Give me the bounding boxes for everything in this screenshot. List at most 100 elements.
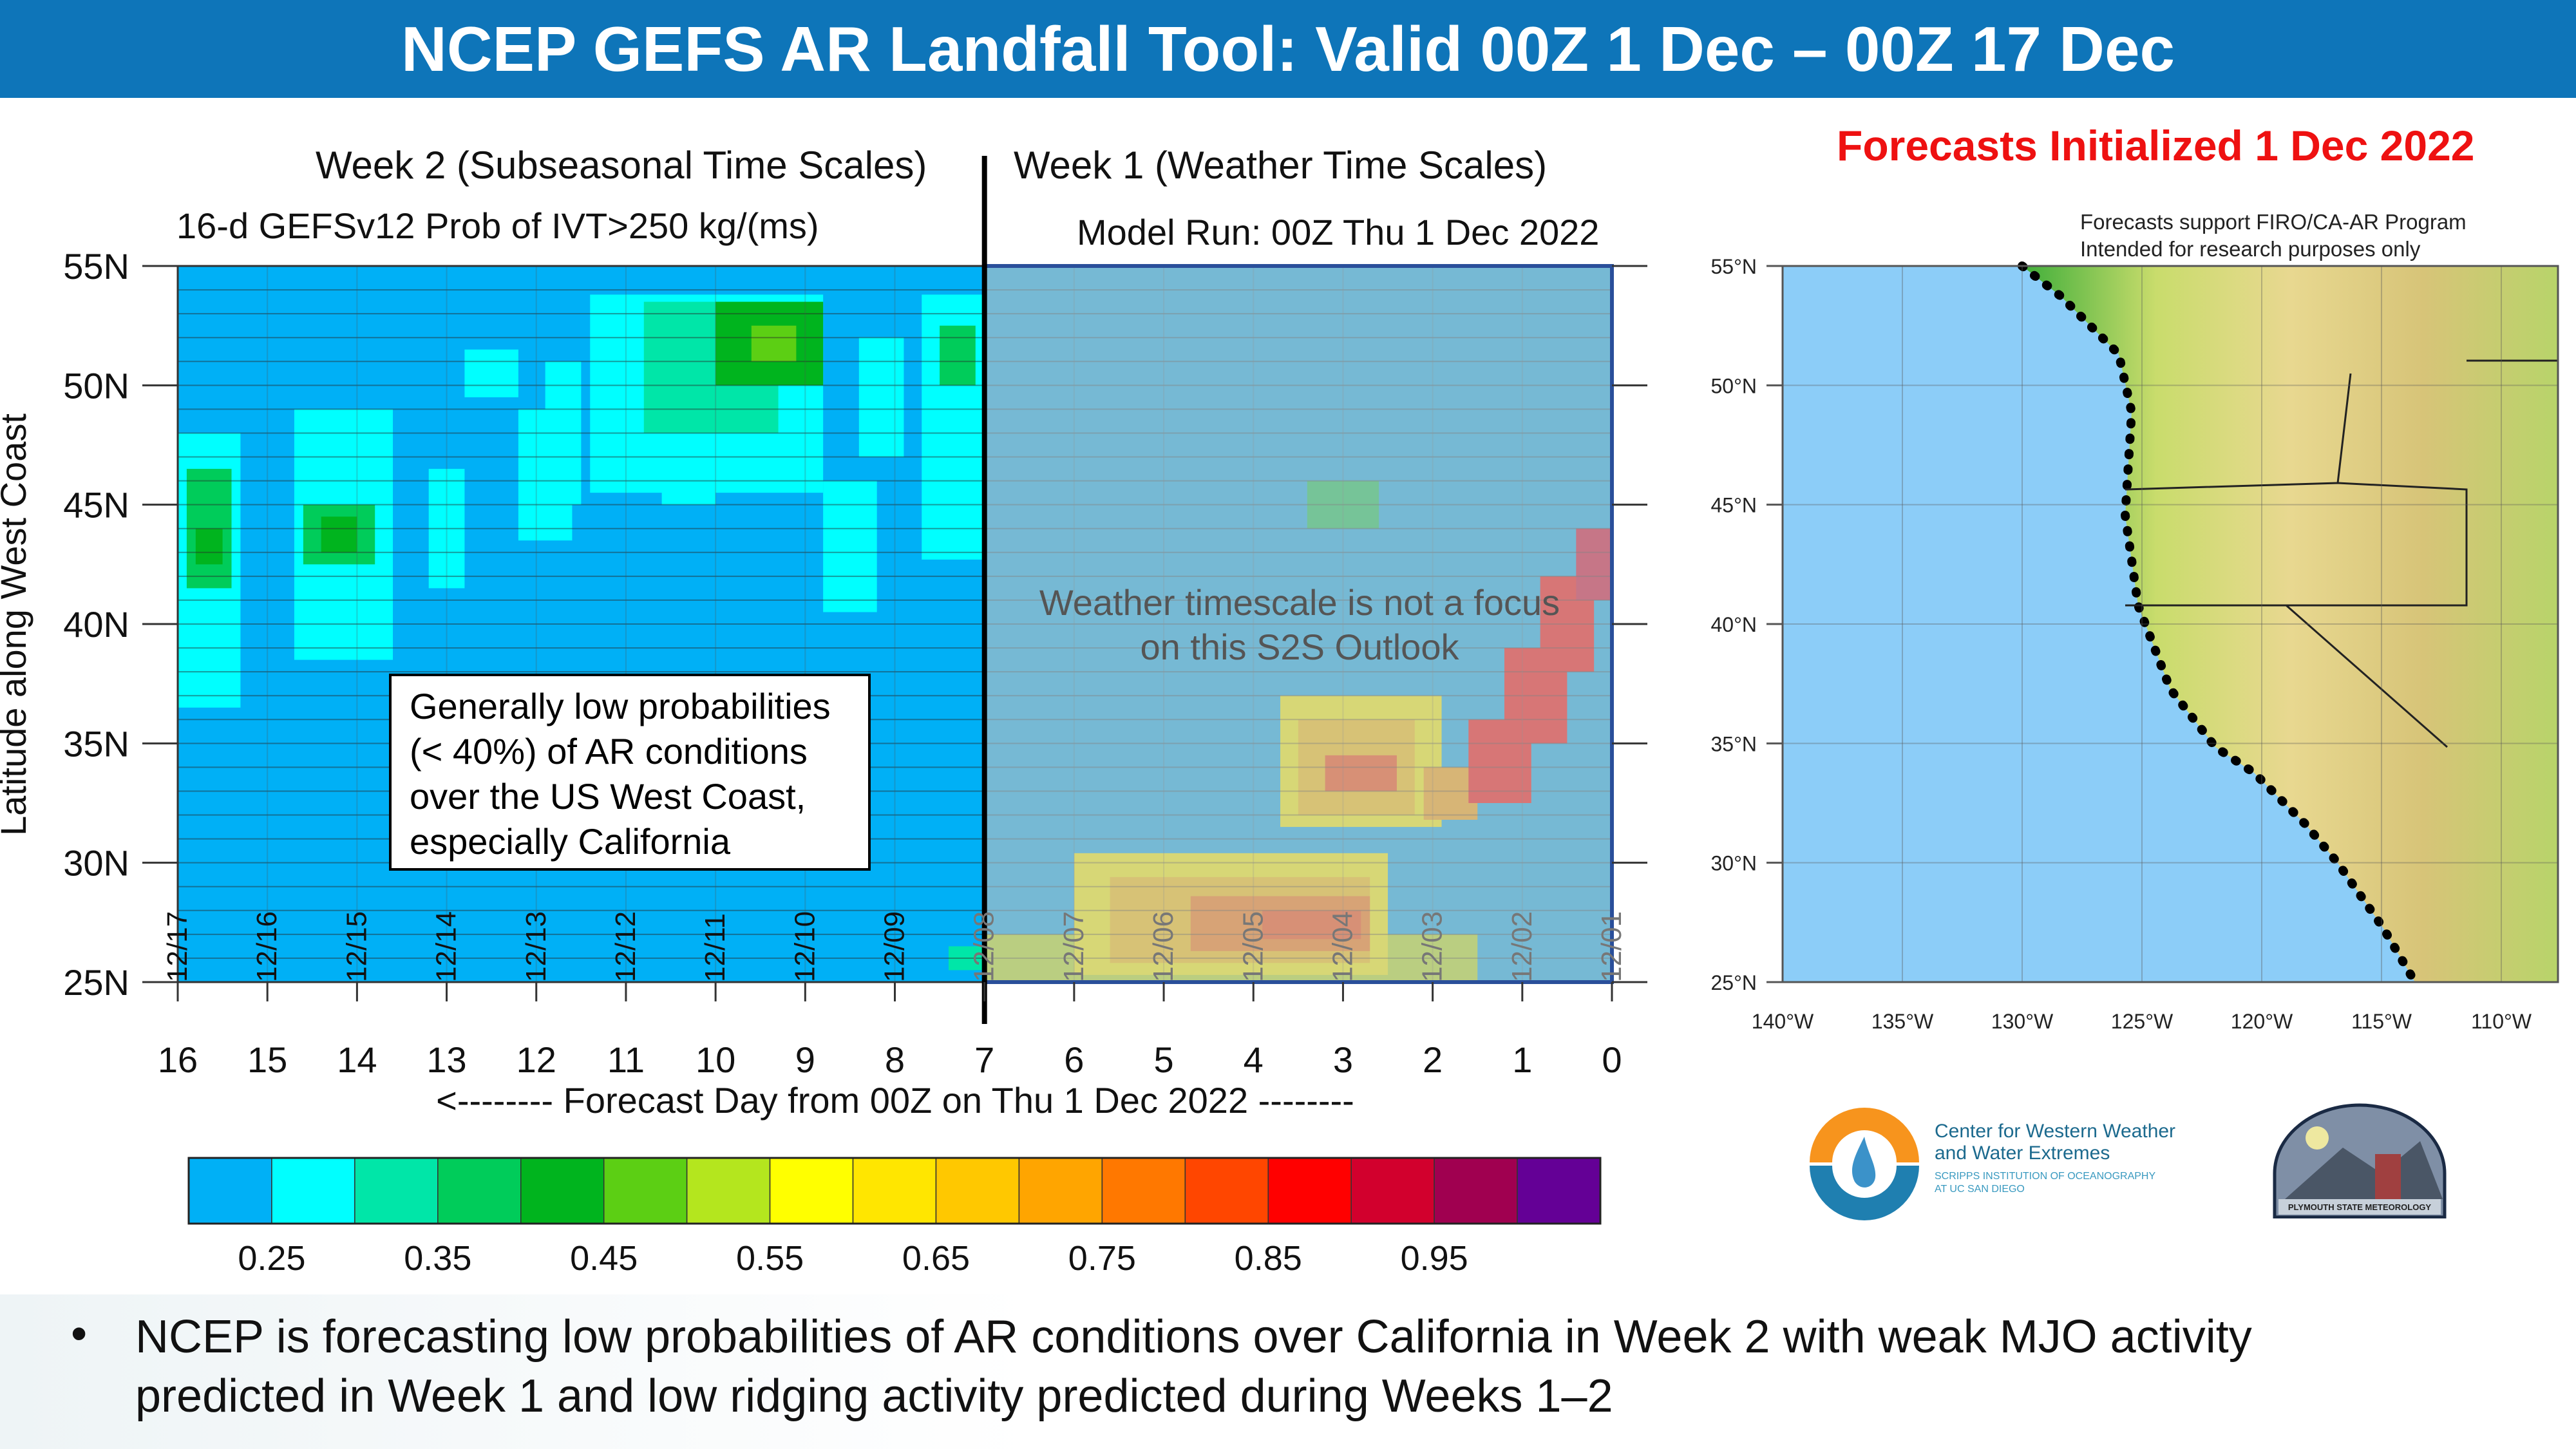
x-tick-label: 2 xyxy=(1423,1039,1443,1080)
cw3e-name-4: AT UC SAN DIEGO xyxy=(1935,1184,2025,1195)
colorbar-swatch xyxy=(1517,1157,1601,1224)
colorbar-label: 0.85 xyxy=(1235,1239,1302,1278)
date-label: 12/04 xyxy=(1327,911,1358,982)
week1-overlay xyxy=(984,266,1612,982)
heatmap-cell xyxy=(661,433,716,505)
colorbar-swatch xyxy=(188,1157,272,1224)
y-axis-label: Latitude along West Coast xyxy=(0,413,33,836)
date-label: 12/07 xyxy=(1058,911,1090,982)
colorbar-swatch xyxy=(686,1157,771,1224)
colorbar-label: 0.65 xyxy=(902,1239,970,1278)
x-axis-label: <-------- Forecast Day from 00Z on Thu 1… xyxy=(436,1080,1354,1121)
heatmap-cell xyxy=(940,325,976,386)
summary-text: NCEP is forecasting low probabilities of… xyxy=(135,1311,2252,1422)
date-label: 12/11 xyxy=(699,913,731,982)
colorbar-label: 0.35 xyxy=(404,1239,471,1278)
psu-logo: PLYMOUTH STATE METEOROLOGY xyxy=(2273,1103,2447,1218)
date-label: 12/01 xyxy=(1596,911,1627,982)
map-lat-label: 50°N xyxy=(1711,374,1757,397)
cw3e-name-3: SCRIPPS INSTITUTION OF OCEANOGRAPHY xyxy=(1935,1171,2156,1182)
date-label: 12/08 xyxy=(969,911,1000,982)
colorbar-swatch xyxy=(520,1157,605,1224)
colorbar-swatch xyxy=(852,1157,937,1224)
x-tick-label: 10 xyxy=(696,1039,735,1080)
x-tick-label: 4 xyxy=(1244,1039,1264,1080)
map-lat-label: 45°N xyxy=(1711,494,1757,517)
map-lat-label: 25°N xyxy=(1711,971,1757,994)
heatmap-cell xyxy=(428,469,465,589)
heatmap-cell xyxy=(321,516,357,553)
map-lat-label: 55°N xyxy=(1711,255,1757,278)
heatmap-cell xyxy=(545,361,582,505)
map-header-1: Forecasts support FIRO/CA-AR Program xyxy=(2080,210,2467,234)
x-tick-label: 13 xyxy=(426,1039,466,1080)
heatmap-cell xyxy=(949,946,985,971)
colorbar-swatch xyxy=(1101,1157,1186,1224)
heatmap-cell xyxy=(464,349,518,397)
date-label: 12/13 xyxy=(520,911,552,982)
y-tick-label: 25N xyxy=(63,962,129,1003)
map-lon-label: 135°W xyxy=(1871,1010,1934,1033)
colorbar-swatch xyxy=(271,1157,355,1224)
psu-name: PLYMOUTH STATE METEOROLOGY xyxy=(2288,1202,2432,1212)
cw3e-name-1: Center for Western Weather xyxy=(1935,1121,2176,1142)
map-lat-label: 35°N xyxy=(1711,732,1757,755)
week1-note-1: Weather timescale is not a focus xyxy=(1039,582,1560,623)
colorbar-swatch xyxy=(1350,1157,1435,1224)
week1-note-2: on this S2S Outlook xyxy=(1141,627,1460,667)
map-header-2: Intended for research purposes only xyxy=(2080,237,2421,261)
date-label: 12/03 xyxy=(1417,911,1448,982)
cw3e-logo xyxy=(1810,1108,1919,1220)
colorbar-swatch xyxy=(1267,1157,1352,1224)
colorbar-swatch xyxy=(935,1157,1020,1224)
y-tick-label: 50N xyxy=(63,365,129,406)
colorbar-label: 0.95 xyxy=(1401,1239,1468,1278)
colorbar-label: 0.25 xyxy=(238,1239,305,1278)
x-tick-label: 6 xyxy=(1064,1039,1084,1080)
colorbar-swatch xyxy=(354,1157,439,1224)
colorbar-frame xyxy=(187,1157,1602,1225)
page-title: NCEP GEFS AR Landfall Tool: Valid 00Z 1 … xyxy=(0,0,2576,98)
week1-title: Week 1 (Weather Time Scales) xyxy=(1014,144,1548,187)
date-label: 12/05 xyxy=(1237,911,1269,982)
y-tick-label: 45N xyxy=(63,485,129,526)
week2-title: Week 2 (Subseasonal Time Scales) xyxy=(316,144,927,187)
colorbar-swatch xyxy=(1434,1157,1518,1224)
heatmap-cell xyxy=(823,480,877,612)
colorbar-label: 0.45 xyxy=(570,1239,638,1278)
date-label: 12/12 xyxy=(610,911,641,982)
map-lon-label: 130°W xyxy=(1991,1010,2054,1033)
heatmap-cell xyxy=(751,325,797,362)
heatmap-cell xyxy=(186,469,232,589)
colorbar-label: 0.55 xyxy=(736,1239,804,1278)
map-lon-label: 110°W xyxy=(2471,1010,2532,1033)
colorbar-label: 0.75 xyxy=(1068,1239,1136,1278)
colorbar-swatch xyxy=(437,1157,522,1224)
map-lat-label: 30°N xyxy=(1711,852,1757,875)
x-tick-label: 9 xyxy=(795,1039,815,1080)
date-label: 12/06 xyxy=(1148,911,1179,982)
init-label: Forecasts Initialized 1 Dec 2022 xyxy=(1837,122,2475,169)
x-tick-label: 5 xyxy=(1153,1039,1173,1080)
x-tick-label: 7 xyxy=(974,1039,994,1080)
footer-band xyxy=(0,1294,2576,1449)
annotation-box: Generally low probabilities (< 40%) of A… xyxy=(389,674,871,871)
x-tick-label: 8 xyxy=(885,1039,905,1080)
region-map: 55°N 50°N 45°N 40°N 35°N 30°N 25°N 140°W 135°W 13… xyxy=(1711,255,2559,1033)
map-lon-label: 115°W xyxy=(2351,1010,2412,1033)
x-tick-label: 3 xyxy=(1333,1039,1353,1080)
chart-subtitle: 16-d GEFSv12 Prob of IVT>250 kg/(ms) xyxy=(176,205,819,246)
cw3e-name-2: and Water Extremes xyxy=(1935,1142,2110,1164)
y-tick-label: 35N xyxy=(63,723,129,764)
model-run: Model Run: 00Z Thu 1 Dec 2022 xyxy=(1077,212,1600,252)
y-tick-label: 55N xyxy=(63,246,129,287)
x-tick-label: 0 xyxy=(1602,1039,1622,1080)
map-lon-label: 125°W xyxy=(2111,1010,2174,1033)
colorbar-swatch xyxy=(1184,1157,1269,1224)
y-tick-label: 40N xyxy=(63,604,129,645)
y-tick-label: 30N xyxy=(63,843,129,884)
date-label: 12/15 xyxy=(341,911,372,982)
map-lon-label: 140°W xyxy=(1752,1010,1814,1033)
date-label: 12/09 xyxy=(879,911,911,982)
